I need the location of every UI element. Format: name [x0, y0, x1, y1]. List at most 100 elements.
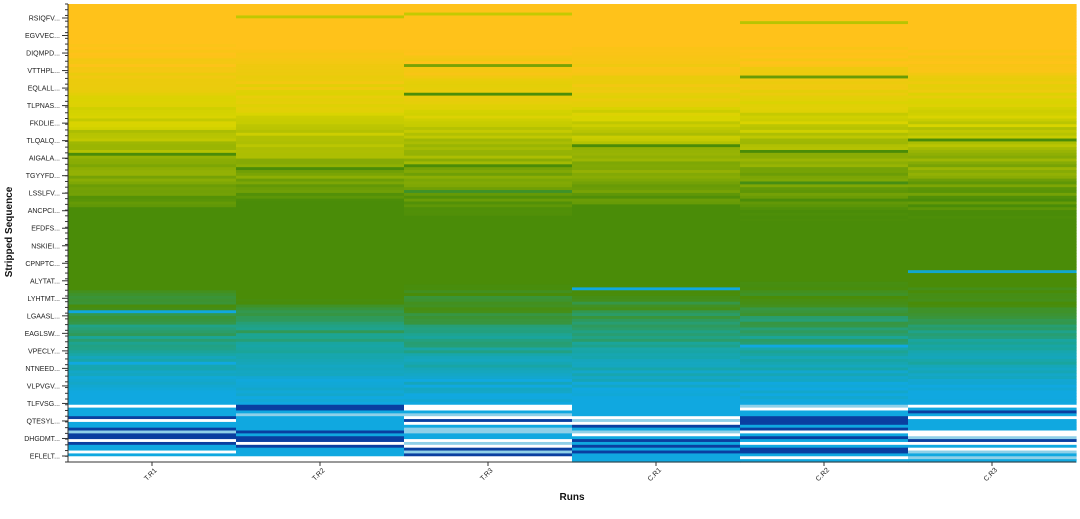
heatmap-cell [404, 304, 573, 309]
heatmap-cell [68, 15, 237, 19]
heatmap-cell [908, 95, 1077, 100]
heatmap-cell [572, 290, 741, 294]
heatmap-cell [236, 321, 405, 326]
heatmap-cell [572, 459, 741, 463]
heatmap-cell [68, 436, 237, 440]
heatmap-cell [572, 321, 741, 326]
heatmap-cell [236, 135, 405, 140]
heatmap-cell [908, 210, 1077, 214]
heatmap-cell [740, 15, 909, 19]
heatmap-cell [236, 155, 405, 160]
heatmap-cell [68, 387, 237, 392]
heatmap-cell [68, 416, 237, 420]
heatmap-cell [740, 255, 909, 260]
heatmap-cell [740, 264, 909, 268]
heatmap-cell [236, 255, 405, 260]
heatmap-cell [236, 144, 405, 148]
heatmap-cell [68, 376, 237, 380]
heatmap-cell [908, 12, 1077, 17]
heatmap-cell [236, 15, 405, 19]
heatmap-cell [236, 167, 405, 171]
heatmap-cell [68, 430, 237, 434]
heatmap-cell [572, 104, 741, 108]
heatmap-cell [740, 227, 909, 231]
heatmap-cell [404, 132, 573, 137]
heatmap-cell [404, 436, 573, 440]
heatmap-cell [740, 367, 909, 371]
heatmap-cell [68, 258, 237, 263]
heatmap-cell [908, 112, 1077, 117]
heatmap-cell [908, 456, 1077, 460]
heatmap-cell [740, 190, 909, 194]
y-tick-label: VPECLY... [28, 348, 60, 355]
heatmap-cell [908, 399, 1077, 403]
heatmap-cell [572, 361, 741, 366]
heatmap-cell [404, 127, 573, 131]
heatmap-cell [236, 112, 405, 117]
heatmap-cell [404, 313, 573, 317]
heatmap-cell [404, 9, 573, 14]
heatmap-cell [908, 419, 1077, 423]
heatmap-cell [572, 118, 741, 122]
heatmap-cell [236, 18, 405, 22]
heatmap-cell [908, 390, 1077, 394]
heatmap-cell [404, 301, 573, 306]
heatmap-cell [404, 24, 573, 28]
heatmap-cell [908, 87, 1077, 91]
heatmap-cell [572, 356, 741, 360]
heatmap-cell [404, 170, 573, 174]
heatmap-cell [236, 275, 405, 280]
heatmap-cell [740, 413, 909, 417]
heatmap-cell [908, 307, 1077, 311]
heatmap-cell [572, 370, 741, 374]
heatmap-cell [740, 416, 909, 420]
heatmap-cell [236, 416, 405, 420]
heatmap-cell [404, 261, 573, 266]
heatmap-cell [572, 4, 741, 8]
heatmap-cell [236, 264, 405, 268]
heatmap-cell [404, 430, 573, 434]
heatmap-cell [68, 267, 237, 271]
heatmap-cell [68, 87, 237, 91]
heatmap-cell [572, 64, 741, 68]
heatmap-cell [740, 427, 909, 432]
heatmap-cell [404, 118, 573, 122]
heatmap-cell [404, 210, 573, 214]
heatmap-cell [236, 430, 405, 434]
heatmap-cell [404, 38, 573, 42]
heatmap-cell [404, 81, 573, 85]
heatmap-cell [572, 46, 741, 51]
heatmap-cell [740, 64, 909, 68]
heatmap-cell [68, 393, 237, 397]
heatmap-cell [572, 273, 741, 277]
heatmap-cell [68, 35, 237, 39]
heatmap-cell [236, 35, 405, 39]
heatmap-cell [404, 247, 573, 251]
heatmap-cell [740, 121, 909, 125]
heatmap-cell [236, 95, 405, 100]
heatmap-cell [68, 273, 237, 277]
heatmap-cell [236, 72, 405, 77]
heatmap-cell [236, 316, 405, 320]
heatmap-cell [740, 327, 909, 331]
heatmap-cell [740, 158, 909, 163]
heatmap-cell [68, 313, 237, 317]
heatmap-cell [404, 167, 573, 171]
heatmap-cell [908, 441, 1077, 446]
heatmap-cell [68, 278, 237, 283]
heatmap-cell [404, 447, 573, 452]
heatmap-cell [740, 101, 909, 105]
heatmap-cell [908, 381, 1077, 386]
heatmap-cell [908, 327, 1077, 331]
heatmap-cell [908, 270, 1077, 274]
heatmap-cell [68, 192, 237, 197]
heatmap-cell [404, 321, 573, 326]
heatmap-cell [404, 441, 573, 446]
heatmap-cell [572, 433, 741, 437]
heatmap-cell [236, 456, 405, 460]
heatmap-cell [908, 44, 1077, 48]
heatmap-cell [740, 18, 909, 22]
heatmap-cell [68, 112, 237, 117]
heatmap-cell [572, 358, 741, 363]
x-tick-label: C.R3 [983, 467, 999, 483]
